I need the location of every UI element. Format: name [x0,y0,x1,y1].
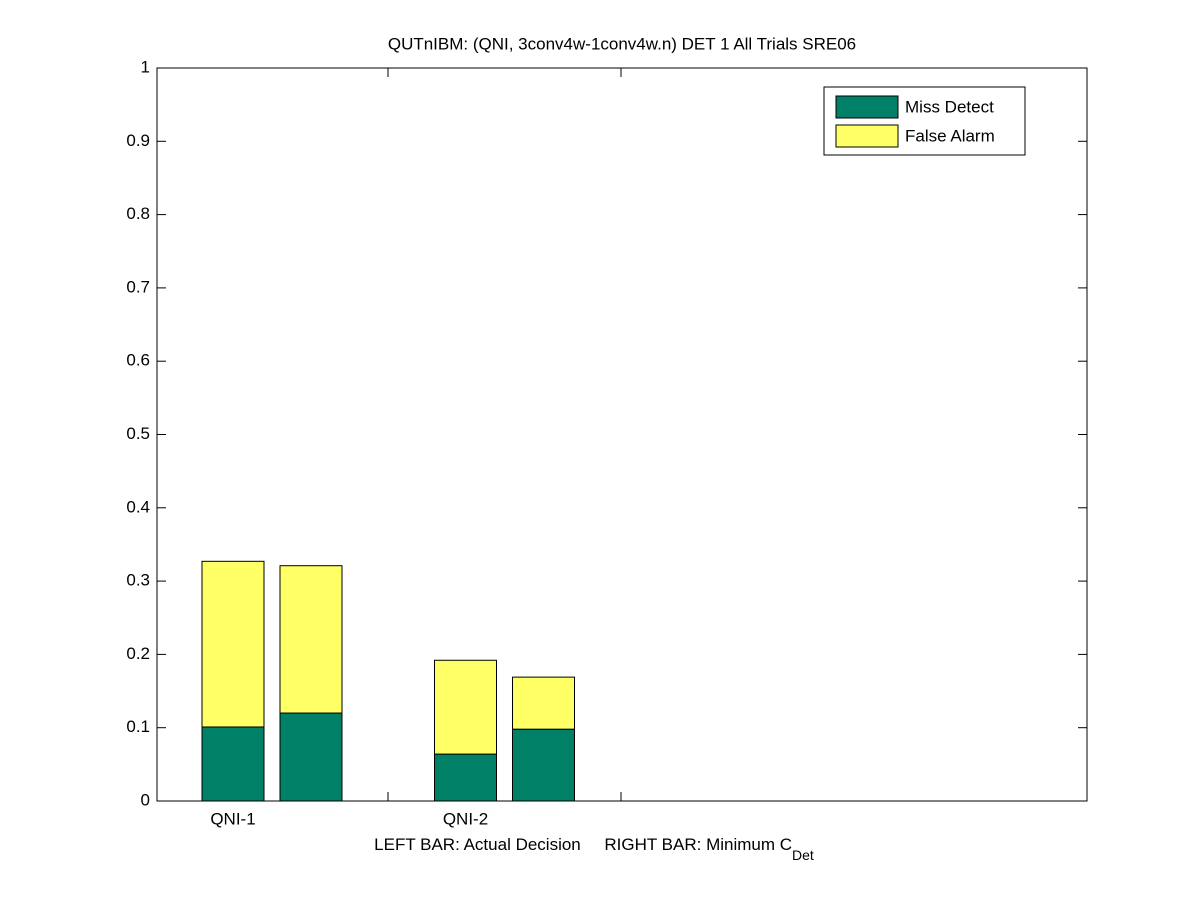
legend-swatch [835,124,899,148]
bar-segment [434,659,497,755]
y-tick-label: 0.1 [126,717,150,736]
bar-segment [201,560,265,728]
bar-segment [512,676,575,730]
y-tick-label: 0.9 [126,131,150,150]
bar-segment [434,753,497,802]
legend-swatch [835,95,899,119]
legend-label: Miss Detect [905,97,994,116]
chart-title: QUTnIBM: (QNI, 3conv4w-1conv4w.n) DET 1 … [388,34,856,53]
legend-label: False Alarm [905,126,995,145]
y-tick-label: 0.2 [126,644,150,663]
bar-segment [279,565,343,714]
y-tick-label: 0.7 [126,277,150,296]
y-tick-label: 0.4 [126,497,150,516]
x-axis-label-subscript: Det [792,847,814,863]
y-tick-label: 0 [141,790,150,809]
bar-segment [512,728,575,802]
bar-segment [279,712,343,802]
y-tick-label: 0.8 [126,204,150,223]
y-tick-label: 0.3 [126,571,150,590]
x-tick-label: QNI-1 [210,809,255,828]
y-tick-label: 0.5 [126,424,150,443]
bar-segment [201,726,265,802]
y-tick-label: 0.6 [126,351,150,370]
x-axis-label: LEFT BAR: Actual Decision RIGHT BAR: Min… [374,835,814,862]
x-tick-label: QNI-2 [443,809,488,828]
y-tick-label: 1 [141,57,150,76]
x-axis-label-main: LEFT BAR: Actual Decision RIGHT BAR: Min… [374,835,792,854]
